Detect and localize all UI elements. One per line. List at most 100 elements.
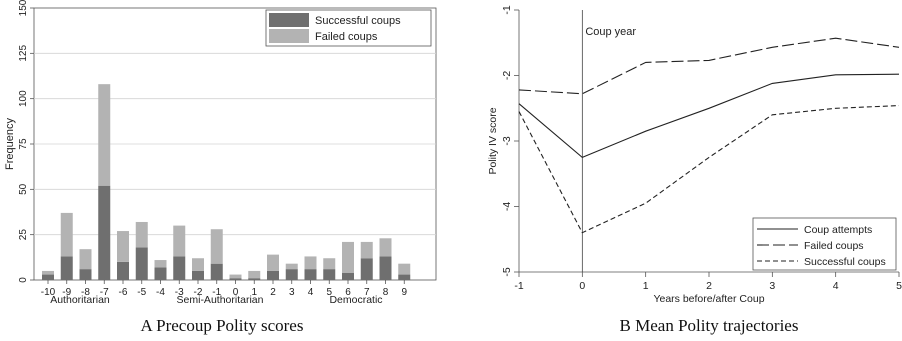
caption-a: A Precoup Polity scores [141,316,304,335]
x-tick-label-a: 8 [383,287,389,298]
x-tick-label-a: -6 [119,287,128,298]
x-tick-label-a: -7 [100,287,109,298]
y-tick-label-a: 75 [18,138,29,150]
bar-successful-coups [117,261,129,280]
bar-successful-coups [304,269,317,280]
x-tick-label-a: -4 [156,287,165,298]
legend-swatch-failed [269,29,309,43]
y-tick-label-b: -4 [501,202,513,211]
bar-successful-coups [379,256,392,280]
x-tick-label-a: 4 [308,287,314,298]
bar-successful-coups [98,185,111,280]
bar-successful-coups [79,269,92,280]
x-tick-label-a: 7 [364,287,370,298]
bar-failed-coups [154,260,167,268]
coup-year-label: Coup year [585,26,636,38]
polity-trajectory-chart: -1 0 1 2 3 4 5 -5 -4 -3 -2 -1 Coup year Years befor… [487,5,902,335]
bar-successful-coups [323,269,336,280]
bar-failed-coups [229,274,242,279]
bar-successful-coups [342,272,354,280]
legend-label-failed: Failed coups [315,31,378,43]
x-tick-label-a: 6 [345,287,351,298]
bar-successful-coups [398,274,411,280]
bar-failed-coups [60,212,73,257]
legend-label-coup-attempts: Coup attempts [804,224,872,236]
bar-failed-coups [398,263,411,275]
bar-failed-coups [79,249,92,270]
x-tick-label-a: 3 [289,287,295,298]
bar-failed-coups [173,225,186,257]
bar-failed-coups [360,241,373,259]
x-tick-label-a: -1 [212,287,221,298]
group-label-semi-authoritarian: Semi-Authoritarian [177,294,264,306]
bar-successful-coups [192,270,204,280]
x-tick-label-b: 0 [579,280,585,292]
y-tick-label-b: -5 [501,267,513,276]
x-tick-label-a: 9 [401,287,407,298]
x-tick-label-a: 0 [233,287,239,298]
line-failed-coups [518,37,900,95]
bar-successful-coups [42,274,54,280]
line-coup-attempts [518,73,900,159]
y-tick-label-b: -1 [501,5,513,14]
x-tick-label-a: -8 [81,287,90,298]
line-successful-coups [518,105,900,234]
bar-successful-coups [267,270,279,280]
bar-failed-coups [267,254,279,271]
bar-failed-coups [248,270,261,279]
bar-failed-coups [192,258,204,271]
y-axis-label-a: Frequency [4,118,16,170]
x-tick-label-b: 4 [833,280,839,292]
x-tick-label-a: -3 [175,287,184,298]
x-tick-label-b: 2 [706,280,712,292]
x-tick-label-a: -9 [62,287,71,298]
legend-label-failed-coups: Failed coups [804,240,864,252]
bar-successful-coups [135,247,148,280]
y-axis-label-b: Polity IV score [487,107,499,174]
legend-a: Successful coups Failed coups [265,9,432,47]
legend-label-successful: Successful coups [315,15,401,27]
x-tick-label-b: 1 [643,280,649,292]
bar-failed-coups [379,238,392,257]
bar-successful-coups [248,278,261,280]
group-label-democratic: Democratic [329,294,382,306]
x-tick-label-a: -5 [137,287,146,298]
x-tick-label-a: 1 [251,287,257,298]
y-tick-label-a: 150 [18,0,29,16]
x-tick-label-b: 3 [769,280,775,292]
legend-swatch-successful [269,13,309,27]
bar-successful-coups [210,263,223,280]
bar-successful-coups [60,256,73,280]
x-tick-label-a: 5 [326,287,332,298]
bar-successful-coups [173,256,186,280]
x-tick-label-a: -10 [41,287,56,298]
legend-b: Coup attempts Failed coups Successful co… [752,217,897,271]
bar-failed-coups [323,258,336,270]
bar-successful-coups [360,258,373,280]
bar-failed-coups [117,231,129,262]
bar-successful-coups [229,278,242,280]
bar-failed-coups [42,270,54,275]
bar-failed-coups [304,256,317,270]
y-tick-label-b: -2 [501,71,513,80]
y-tick-label-a: 100 [18,90,29,107]
bar-successful-coups [285,269,298,280]
x-tick-label-b: 5 [896,280,902,292]
y-tick-label-a: 50 [18,183,29,195]
bar-failed-coups [98,84,111,186]
caption-b: B Mean Polity trajectories [620,316,799,335]
bar-failed-coups [285,263,298,270]
x-tick-label-a: 2 [270,287,276,298]
group-label-authoritarian: Authoritarian [50,294,110,306]
y-tick-label-a: 125 [18,45,29,62]
y-tick-label-a: 0 [18,277,29,283]
bar-failed-coups [135,221,148,248]
x-tick-label-b: -1 [514,280,523,292]
legend-label-successful-coups: Successful coups [804,256,886,268]
bar-successful-coups [154,267,167,280]
x-tick-label-a: -2 [194,287,203,298]
y-tick-label-a: 25 [18,229,29,241]
bar-failed-coups [210,229,223,264]
bar-failed-coups [342,241,354,273]
